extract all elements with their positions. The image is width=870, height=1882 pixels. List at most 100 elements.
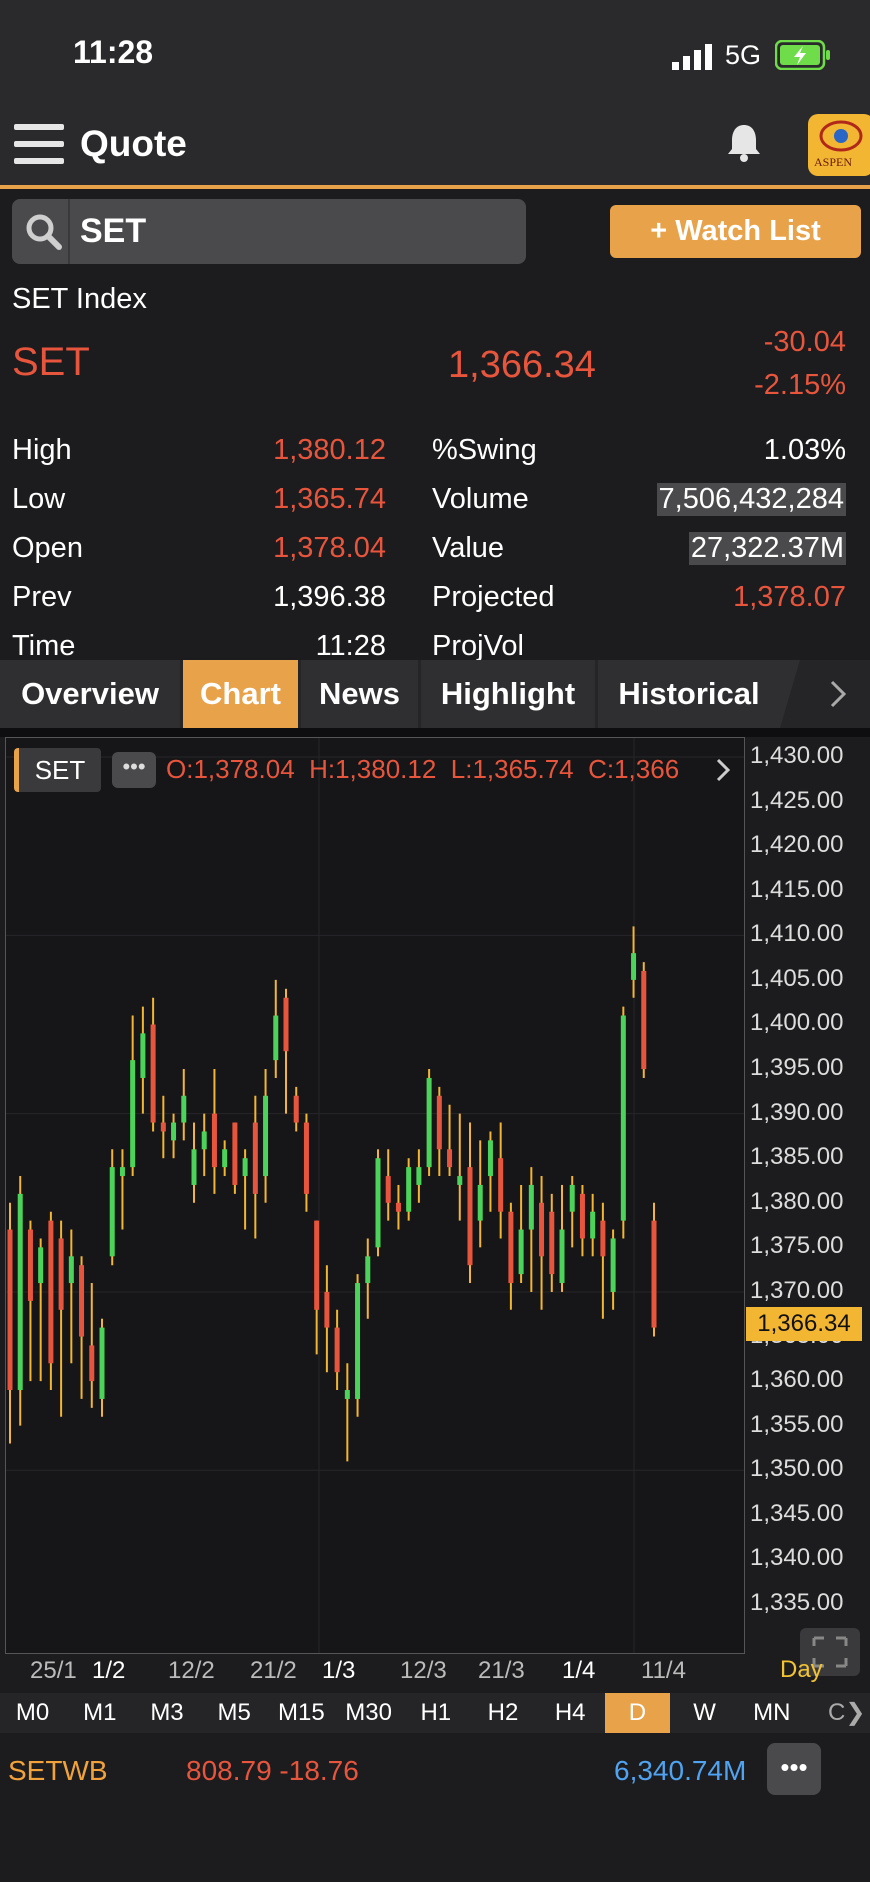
app-header: Quote ASPEN [0,110,870,189]
stat-value-projected: 1,378.07 [733,581,846,613]
price-axis [745,737,870,1653]
security-name: SET Index [12,283,147,315]
candle-body [447,1149,453,1168]
candle-body [385,1176,391,1203]
candle-body [436,1095,442,1150]
candle-body [324,1291,330,1328]
tab-overview[interactable]: Overview [0,660,180,728]
y-tick-label: 1,375.00 [750,1232,844,1260]
ticker-strip: SETWB 808.79 -18.76 6,340.74M ••• [0,1733,870,1882]
y-tick-label: 1,360.00 [750,1366,844,1394]
timeframe-h4[interactable]: H4 [554,1699,586,1726]
candle-body [528,1184,534,1230]
timeframe-m1[interactable]: M1 [83,1699,117,1726]
expand-icon[interactable] [800,1628,860,1676]
candle-body [181,1095,187,1123]
timeframe-mn[interactable]: MN [753,1699,791,1726]
x-tick-label: 1/4 [562,1657,596,1684]
candle-body [498,1158,504,1212]
candle-body [651,1220,657,1328]
candle-body [232,1122,238,1185]
status-bar: 11:28 5G [0,0,870,110]
x-tick-label: 12/3 [400,1657,447,1684]
ticker-price-change: 808.79 -18.76 [186,1755,359,1786]
timeframe-d[interactable]: D [604,1693,670,1733]
chart-ohlc-readout: O:1,378.04 H:1,380.12 L:1,365.74 C:1,366 [166,754,680,784]
candle-body [365,1256,371,1284]
candle-body [590,1211,596,1239]
timeframe-m30[interactable]: M30 [345,1699,392,1726]
candle-body [539,1202,545,1257]
candle-body [201,1131,207,1150]
stat-label-swing: %Swing [432,434,537,466]
stat-value-swing: 1.03% [763,434,846,466]
stat-value-high: 1,380.12 [273,434,386,466]
timeframe-m0[interactable]: M0 [15,1699,50,1726]
candle-body [569,1184,575,1212]
candle-body [273,1015,279,1061]
search-input[interactable]: SET [12,199,526,264]
candle-body [222,1149,228,1168]
candle-body [467,1167,473,1266]
candle-body [426,1077,432,1168]
tab-historical[interactable]: Historical [598,660,780,728]
timeframe-m5[interactable]: M5 [217,1699,251,1726]
price-change: -30.04 [763,326,846,358]
stat-label-open: Open [12,532,83,564]
y-tick-label: 1,400.00 [750,1009,844,1037]
timeframe-bar: M0 M1 M3 M5 M15 M30 H1 H2 H4 D W MN C❯ [0,1693,870,1733]
timeframe-w[interactable]: W [693,1699,716,1726]
ticker-more-icon[interactable]: ••• [767,1743,821,1795]
timeframe-m15[interactable]: M15 [278,1699,325,1726]
y-tick-label: 1,410.00 [750,920,844,948]
tab-chart[interactable]: Chart [183,660,298,728]
ticker-symbol[interactable]: SETWB [8,1755,108,1786]
x-tick-label: 11/4 [641,1657,686,1684]
aspen-logo[interactable]: ASPEN [808,114,870,176]
candle-body [252,1122,258,1194]
chart-more-icon[interactable]: ••• [112,752,156,788]
candle-body [416,1167,422,1185]
candle-body [457,1176,463,1185]
stat-label-volume: Volume [432,483,529,515]
ohlc-scroll-icon[interactable] [712,754,736,786]
y-tick-label: 1,350.00 [750,1455,844,1483]
candle-body [631,953,637,980]
logo-text: ASPEN [814,155,853,169]
page-title: Quote [80,123,187,164]
candle-body [242,1158,248,1177]
stat-label-projected: Projected [432,581,555,613]
tabs-next-icon[interactable] [780,660,870,728]
current-price-label: 1,366.34 [746,1306,862,1341]
timeframe-h1[interactable]: H1 [420,1699,452,1726]
candle-body [641,970,647,1070]
y-tick-label: 1,390.00 [750,1098,844,1126]
stat-label-time: Time [12,630,76,662]
stat-value-volume: 7,506,432,284 [656,483,846,516]
candle-body [191,1149,197,1185]
stat-value-value: 27,322.37M [688,532,846,565]
y-tick-label: 1,380.00 [750,1187,844,1215]
ticker-value: 6,340.74M [614,1755,747,1786]
last-price: 1,366.34 [448,344,596,386]
y-tick-label: 1,395.00 [750,1054,844,1082]
candle-body [395,1202,401,1212]
candle-body [314,1220,320,1310]
search-value: SET [80,212,147,250]
candle-body [27,1229,33,1301]
price-chart[interactable]: SET ••• O:1,378.04 H:1,380.12 L:1,365.74… [5,737,745,1654]
timeframe-h2[interactable]: H2 [487,1699,519,1726]
price-change-percent: -2.15% [754,369,846,401]
y-tick-label: 1,370.00 [750,1276,844,1304]
menu-icon[interactable] [14,124,64,170]
candle-body [171,1122,177,1141]
timeframe-next-icon[interactable]: C❯ [828,1699,866,1726]
chart-symbol-label[interactable]: SET [14,748,101,792]
bell-icon[interactable] [726,122,762,164]
watch-list-button[interactable]: + Watch List [610,205,861,258]
timeframe-m3[interactable]: M3 [150,1699,184,1726]
candle-body [7,1229,13,1391]
tab-news[interactable]: News [301,660,418,728]
candle-body [375,1158,381,1248]
tab-highlight[interactable]: Highlight [421,660,595,728]
